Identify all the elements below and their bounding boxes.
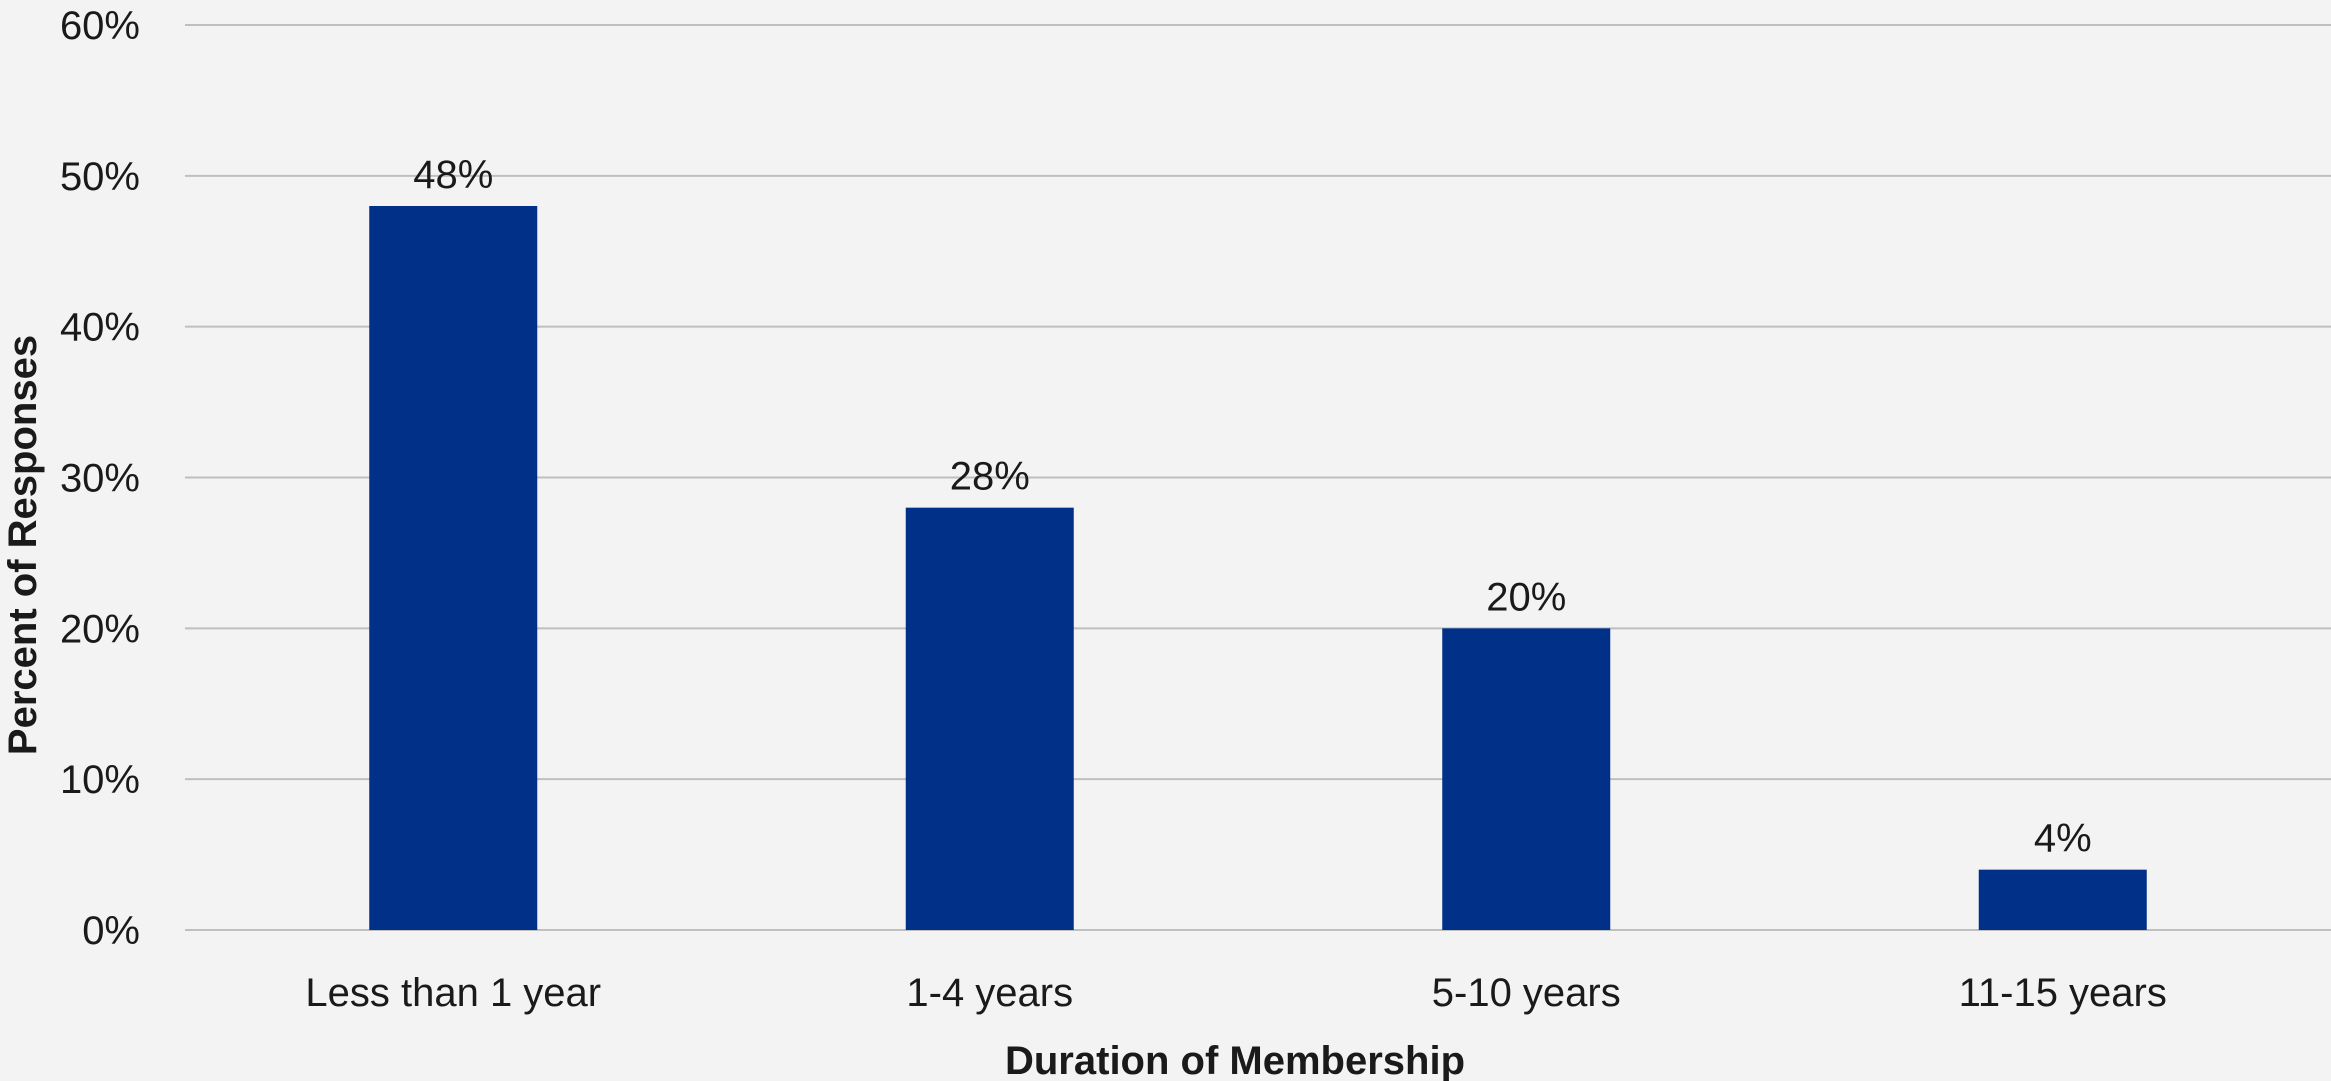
bar [905,507,1074,930]
y-tick-label: 0% [82,909,140,953]
x-axis-title: Duration of Membership [1005,1039,1465,1081]
bar [1442,628,1611,930]
bar [369,206,538,930]
x-category-label: 11-15 years [1959,971,2167,1015]
bar-data-label: 48% [413,153,493,197]
bars [369,206,2147,930]
x-category-label: 1-4 years [906,971,1073,1015]
y-tick-label: 20% [60,607,140,651]
data-labels: 48% 28% 20% 4% [413,153,2091,861]
x-category-label: 5-10 years [1432,971,1621,1015]
y-tick-label: 40% [60,306,140,350]
bar-data-label: 28% [950,455,1030,499]
y-tick-label: 10% [60,758,140,802]
bar [1978,869,2147,930]
x-axis-category-labels: Less than 1 year 1-4 years 5-10 years 11-15… [305,971,2167,1015]
y-tick-label: 30% [60,457,140,501]
bar-data-label: 4% [2034,817,2092,861]
bar-data-label: 20% [1486,575,1566,619]
y-axis-tick-labels: 0% 10% 20% 30% 40% 50% 60% [60,4,140,953]
x-category-label: Less than 1 year [305,971,601,1015]
y-tick-label: 60% [60,4,140,48]
y-tick-label: 50% [60,155,140,199]
gridlines [185,24,2331,931]
y-axis-title: Percent of Responses [1,335,45,755]
